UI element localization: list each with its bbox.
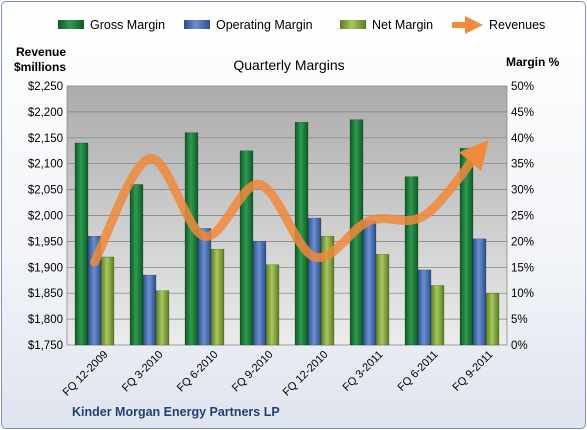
legend-item-revenues: Revenues xyxy=(452,16,545,34)
bar-net-margin xyxy=(485,292,500,346)
bar-gross-margin xyxy=(129,184,144,346)
bar-net-margin xyxy=(100,256,115,346)
right-tick-label: 40% xyxy=(511,133,534,145)
legend-label-revenues: Revenues xyxy=(489,18,545,32)
left-tick-label: $1,850 xyxy=(28,288,63,300)
right-axis-ticks: 0% 5% 10% 15% 20% 25% 30% 35% 40% 45% 50% xyxy=(511,81,534,352)
legend-label-operating-margin: Operating Margin xyxy=(216,18,313,32)
legend-item-gross-margin: Gross Margin xyxy=(58,18,165,32)
left-axis-ticks: $1,750 $1,800 $1,850 $1,900 $1,950 $2,000 $2,0… xyxy=(28,81,63,352)
bar-operating-margin xyxy=(307,217,322,346)
right-tick-label: 30% xyxy=(511,185,534,197)
right-tick-label: 45% xyxy=(511,107,534,119)
left-tick-label: $1,900 xyxy=(28,262,63,274)
bar-net-margin xyxy=(375,254,390,346)
chart-title: Quarterly Margins xyxy=(233,57,344,73)
x-tick-label: FQ 6-2010 xyxy=(175,349,221,395)
bar-gross-margin xyxy=(184,132,199,346)
x-tick-label: FQ 12-2010 xyxy=(281,349,331,399)
bar-operating-margin xyxy=(252,241,267,346)
revenues-line xyxy=(90,139,489,267)
bar-gross-margin xyxy=(239,150,254,346)
bar-operating-margin xyxy=(472,238,487,346)
company-name-footer: Kinder Morgan Energy Partners LP xyxy=(72,405,280,419)
left-tick-label: $2,000 xyxy=(28,211,63,223)
bar-operating-margin xyxy=(142,274,157,346)
left-tick-label: $2,100 xyxy=(28,159,63,171)
chart-legend: Gross Margin Operating Margin Net Margin… xyxy=(58,16,545,34)
left-axis-title-line2: $millions xyxy=(14,60,66,74)
legend-swatch-gross-margin xyxy=(58,20,84,29)
legend-item-net-margin: Net Margin xyxy=(340,18,433,32)
x-tick-label: FQ 12-2009 xyxy=(61,349,111,399)
bar-net-margin xyxy=(210,248,225,346)
right-tick-label: 5% xyxy=(511,314,528,326)
right-tick-label: 0% xyxy=(511,340,528,352)
x-tick-label: FQ 9-2010 xyxy=(230,349,276,395)
left-axis-title-line1: Revenue xyxy=(16,45,66,59)
x-axis-ticks: FQ 12-2009 FQ 3-2010 FQ 6-2010 FQ 9-2010 FQ … xyxy=(61,349,496,399)
bar-series xyxy=(74,119,500,346)
right-tick-label: 35% xyxy=(511,159,534,171)
legend-label-net-margin: Net Margin xyxy=(372,18,433,32)
left-tick-label: $2,250 xyxy=(28,81,63,93)
left-tick-label: $1,750 xyxy=(28,340,63,352)
legend-label-gross-margin: Gross Margin xyxy=(90,18,165,32)
bar-operating-margin xyxy=(417,269,432,346)
revenues-line-path xyxy=(90,139,489,267)
bar-net-margin xyxy=(430,285,445,346)
legend-item-operating-margin: Operating Margin xyxy=(184,18,313,32)
bar-gross-margin xyxy=(404,176,419,346)
right-tick-label: 25% xyxy=(511,211,534,223)
left-tick-label: $2,050 xyxy=(28,185,63,197)
legend-swatch-operating-margin xyxy=(184,20,210,29)
bar-net-margin xyxy=(155,290,170,346)
right-tick-label: 50% xyxy=(511,81,534,93)
right-tick-label: 20% xyxy=(511,236,534,248)
left-tick-label: $2,150 xyxy=(28,133,63,145)
bar-gross-margin xyxy=(74,142,89,346)
left-tick-label: $1,950 xyxy=(28,236,63,248)
x-tick-label: FQ 9-2011 xyxy=(451,349,496,394)
bar-operating-margin xyxy=(362,220,377,346)
right-tick-label: 10% xyxy=(511,288,534,300)
left-tick-label: $2,200 xyxy=(28,107,63,119)
x-tick-label: FQ 3-2011 xyxy=(341,349,386,394)
bar-operating-margin xyxy=(197,228,212,346)
x-tick-label: FQ 6-2011 xyxy=(396,349,441,394)
x-tick-label: FQ 3-2010 xyxy=(120,349,166,395)
right-axis-title: Margin % xyxy=(506,55,560,69)
bar-net-margin xyxy=(320,235,335,346)
bar-net-margin xyxy=(265,264,280,346)
left-tick-label: $1,800 xyxy=(28,314,63,326)
right-tick-label: 15% xyxy=(511,262,534,274)
legend-swatch-net-margin xyxy=(340,20,366,29)
